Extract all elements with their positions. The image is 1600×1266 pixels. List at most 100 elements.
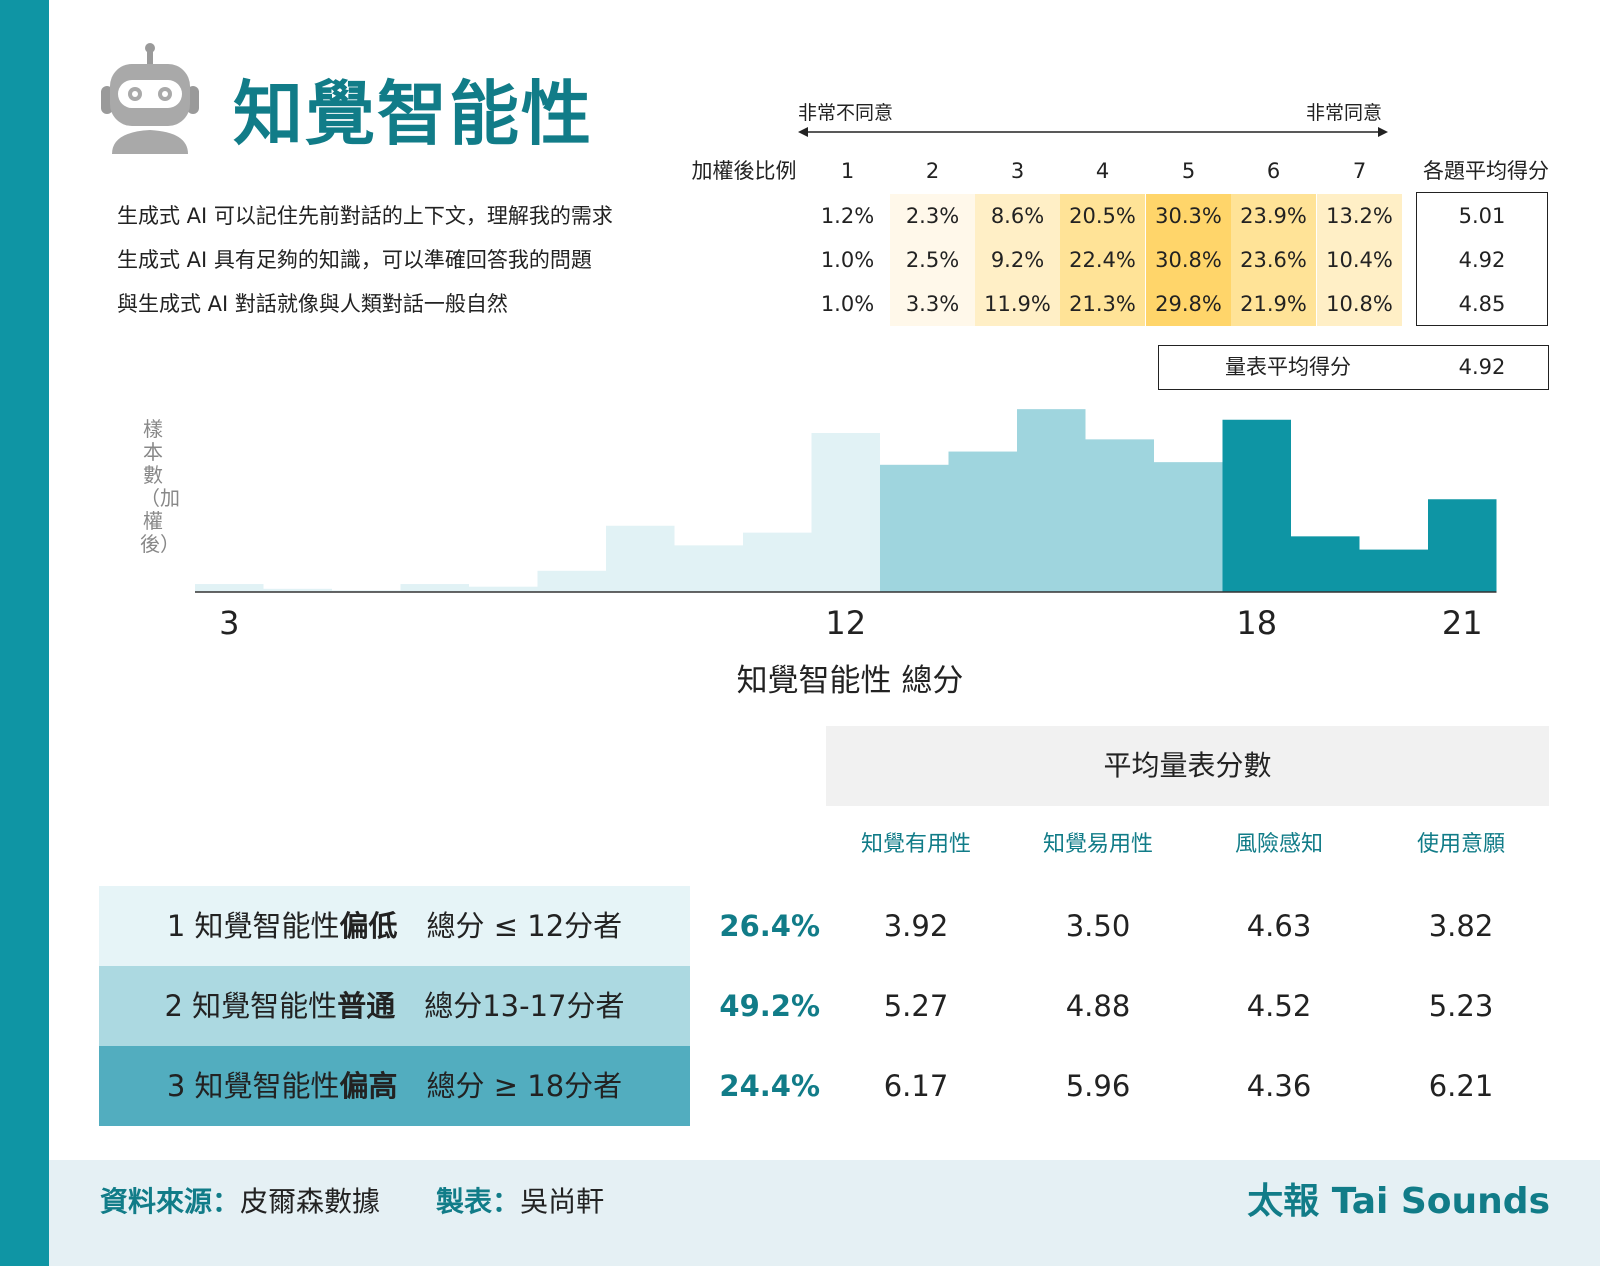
pct-cell: 30.3% <box>1146 194 1231 238</box>
pct-cell: 2.3% <box>890 194 975 238</box>
group-label-range: 總分 ≤ 12分者 <box>397 909 623 943</box>
source-value: 皮爾森數據 <box>240 1185 381 1218</box>
pct-cell: 20.5% <box>1060 194 1145 238</box>
group-label: 3 知覺智能性偏高 總分 ≥ 18分者 <box>99 1046 690 1126</box>
source-line: 資料來源：皮爾森數據 製表：吳尚軒 <box>100 1182 604 1222</box>
group-score-cell: 4.52 <box>1246 989 1312 1023</box>
group-label: 2 知覺智能性普通 總分13-17分者 <box>99 966 690 1046</box>
histogram-bar-11 <box>743 532 812 592</box>
summary-column-header: 知覺有用性 <box>860 832 971 857</box>
group-label-level: 偏低 <box>339 909 398 943</box>
histogram-bar-13 <box>880 464 949 592</box>
group-score-cell: 6.17 <box>883 1069 949 1103</box>
group-label-level: 普通 <box>337 989 396 1023</box>
group-percent: 26.4% <box>719 909 820 943</box>
histogram-bar-4 <box>263 588 332 592</box>
avg-score-cell: 4.92 <box>1458 248 1506 272</box>
group-label-prefix: 3 知覺智能性 <box>166 1069 340 1103</box>
histogram-bar-18 <box>1222 419 1291 592</box>
pct-cell: 29.8% <box>1146 282 1231 326</box>
group-score-cell: 4.36 <box>1246 1069 1312 1103</box>
scale-point-5: 5 <box>1181 159 1196 183</box>
group-label-range: 總分 ≥ 18分者 <box>397 1069 623 1103</box>
avg-score-cell: 4.85 <box>1458 292 1506 316</box>
pct-cell: 21.3% <box>1060 282 1145 326</box>
avg-score-cell: 5.01 <box>1458 204 1506 228</box>
pct-cell: 30.8% <box>1146 238 1231 282</box>
pct-cell: 3.3% <box>890 282 975 326</box>
histogram-bar-20 <box>1359 549 1428 592</box>
pct-cell: 1.0% <box>805 282 890 326</box>
group-score-cell: 6.21 <box>1428 1069 1494 1103</box>
pct-cell: 22.4% <box>1060 238 1145 282</box>
left-accent-bar <box>0 0 49 1266</box>
group-score-cell: 4.88 <box>1065 989 1131 1023</box>
group-row-bg <box>99 966 690 1046</box>
x-tick-label: 18 <box>1236 604 1277 642</box>
histogram-bar-15 <box>1017 409 1086 592</box>
summary-column-header: 知覺易用性 <box>1042 832 1153 857</box>
histogram-bar-5 <box>332 590 401 592</box>
histogram-bar-12 <box>811 433 880 592</box>
group-score-cell: 5.23 <box>1428 989 1494 1023</box>
chart-x-label: 知覺智能性 總分 <box>736 663 964 699</box>
scale-right-label: 非常同意 <box>1306 102 1383 124</box>
x-tick-label: 12 <box>825 604 866 642</box>
maker-key: 製表： <box>436 1185 521 1218</box>
scale-left-label: 非常不同意 <box>798 102 894 124</box>
histogram-chart: 3 12 18 21 <box>195 409 1497 642</box>
histogram-bar-9 <box>606 525 675 592</box>
pct-cell: 23.9% <box>1231 194 1316 238</box>
histogram-bar-10 <box>674 545 743 592</box>
group-score-cell: 5.27 <box>883 989 949 1023</box>
scale-point-7: 7 <box>1352 159 1367 183</box>
pct-cell: 2.5% <box>890 238 975 282</box>
source-key: 資料來源： <box>100 1185 241 1218</box>
group-score-cell: 4.63 <box>1246 909 1312 943</box>
histogram-bar-14 <box>948 451 1017 592</box>
group-row-bg <box>99 886 690 966</box>
maker-value: 吳尚軒 <box>520 1185 605 1218</box>
robot-icon <box>101 43 199 154</box>
pct-cell: 13.2% <box>1317 194 1402 238</box>
avg-header: 各題平均得分 <box>1423 159 1549 183</box>
group-percent: 49.2% <box>719 989 820 1023</box>
scale-arrow-icon <box>798 127 1388 137</box>
page-title: 知覺智能性 <box>233 73 593 155</box>
group-label-level: 偏高 <box>339 1069 398 1103</box>
pct-cell: 9.2% <box>975 238 1060 282</box>
histogram-bar-17 <box>1154 462 1223 592</box>
x-tick-label: 3 <box>219 604 239 642</box>
scale-point-4: 4 <box>1095 159 1110 183</box>
question-label: 生成式 AI 具有足夠的知識，可以準確回答我的問題 <box>117 248 592 272</box>
histogram-bar-21 <box>1428 499 1497 592</box>
histogram-bar-8 <box>537 570 606 592</box>
histogram-bar-3 <box>195 584 264 592</box>
summary-title: 平均量表分數 <box>1103 749 1272 782</box>
summary-header-bg <box>826 726 1549 806</box>
scale-point-6: 6 <box>1266 159 1281 183</box>
footer-bar <box>49 1160 1600 1266</box>
scale-avg-value: 4.92 <box>1458 355 1506 379</box>
pct-cell: 23.6% <box>1231 238 1316 282</box>
pct-cell: 1.0% <box>805 238 890 282</box>
pct-cell: 1.2% <box>805 194 890 238</box>
group-row-bg <box>99 1046 690 1126</box>
summary-column-header: 風險感知 <box>1234 832 1323 857</box>
group-score-cell: 3.82 <box>1428 909 1494 943</box>
brand-logo: 太報 Tai Sounds <box>1247 1181 1550 1222</box>
group-label-prefix: 2 知覺智能性 <box>164 989 338 1023</box>
question-label: 生成式 AI 可以記住先前對話的上下文，理解我的需求 <box>117 204 613 228</box>
group-percent: 24.4% <box>719 1069 820 1103</box>
scale-avg-box <box>1158 345 1549 390</box>
scale-point-1: 1 <box>840 159 855 183</box>
pct-cell: 8.6% <box>975 194 1060 238</box>
histogram-bar-16 <box>1085 439 1154 592</box>
pct-cell: 10.8% <box>1317 282 1402 326</box>
pct-cell: 21.9% <box>1231 282 1316 326</box>
group-score-cell: 3.92 <box>883 909 949 943</box>
summary-column-header: 使用意願 <box>1416 832 1505 857</box>
group-label: 1 知覺智能性偏低 總分 ≤ 12分者 <box>99 886 690 966</box>
pct-cell: 11.9% <box>975 282 1060 326</box>
group-label-range: 總分13-17分者 <box>395 989 625 1023</box>
